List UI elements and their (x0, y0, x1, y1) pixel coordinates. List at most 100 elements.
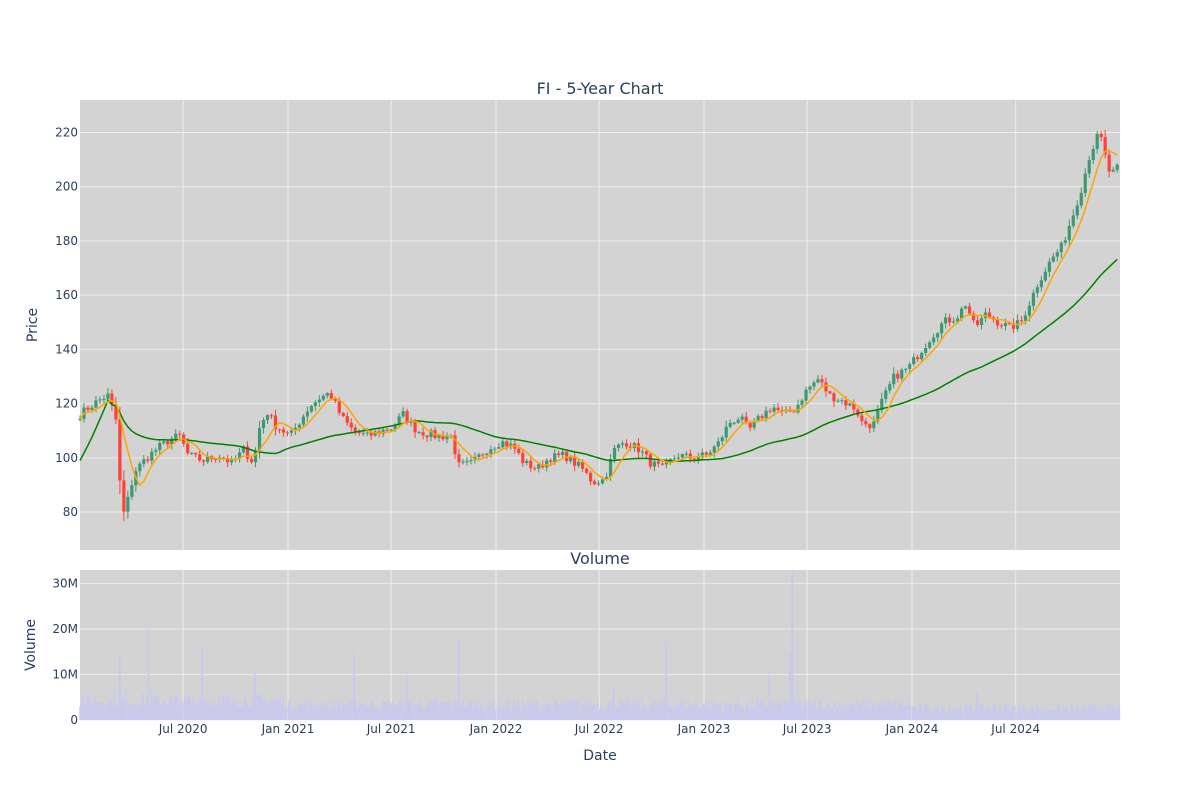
volume-bar (981, 703, 984, 720)
volume-bar (393, 708, 396, 720)
volume-bar (498, 707, 500, 720)
candle-up (676, 457, 680, 459)
volume-bar (836, 708, 839, 720)
volume-bar (289, 698, 291, 720)
candle-up (469, 460, 473, 462)
volume-bar (877, 703, 880, 720)
volume-bar (130, 705, 132, 720)
candle-down (413, 421, 417, 433)
candle-up (728, 422, 732, 427)
candle-up (1059, 242, 1063, 253)
volume-bar (843, 703, 845, 720)
candle-down (269, 415, 274, 417)
volume-bar-spike (768, 674, 771, 720)
candle-up (684, 453, 688, 455)
candle-down (780, 410, 784, 412)
volume-bar (330, 699, 333, 720)
volume-bar (811, 707, 813, 720)
volume-bar (964, 703, 967, 720)
volume-bar (108, 698, 110, 720)
candle-up (752, 421, 756, 428)
volume-bar (224, 697, 227, 720)
volume-bar (216, 707, 218, 720)
volume-bar (983, 710, 986, 720)
date-tick-label: Jul 2024 (990, 722, 1040, 736)
volume-bar (325, 703, 327, 720)
volume-bar (966, 705, 968, 720)
volume-bar-spike (664, 642, 667, 720)
volume-bar (159, 705, 162, 720)
candle-up (497, 447, 501, 449)
candle-up (596, 483, 601, 485)
volume-bar (144, 705, 146, 720)
volume-bar (212, 699, 215, 720)
volume-bar (875, 707, 878, 720)
volume-bar (667, 704, 669, 720)
volume-bar (91, 705, 93, 720)
volume-bar (698, 706, 700, 720)
volume-bar (392, 699, 394, 720)
candle-up (1091, 148, 1095, 161)
volume-bar (79, 706, 81, 720)
candle-up (936, 333, 940, 338)
candle-up (1027, 305, 1031, 316)
candle-up (1047, 261, 1051, 272)
candle-up (616, 444, 621, 448)
volume-bar (597, 702, 599, 720)
candle-up (98, 399, 102, 401)
volume-bar (265, 706, 268, 720)
volume-bar (166, 705, 168, 720)
candle-down (581, 461, 585, 469)
volume-bar (679, 700, 681, 720)
volume-bar (1002, 710, 1004, 720)
candle-down (457, 454, 461, 463)
volume-bar (527, 699, 529, 720)
volume-axis-title: Volume (23, 619, 39, 671)
volume-bar (857, 699, 859, 720)
volume-bar (681, 703, 683, 720)
volume-bar (181, 702, 184, 720)
candle-up (261, 420, 266, 429)
candle-down (648, 454, 653, 467)
candle-up (912, 357, 916, 365)
volume-bar (380, 709, 382, 720)
volume-bar (787, 702, 789, 720)
candle-down (1103, 137, 1107, 155)
volume-bar (298, 704, 300, 720)
volume-bar (98, 701, 100, 720)
volume-bar (428, 698, 430, 720)
candle-up (465, 460, 469, 462)
price-tick-label: 200 (55, 180, 78, 194)
volume-bar (202, 699, 204, 720)
volume-bar (236, 707, 238, 720)
volume-bar (475, 700, 478, 720)
volume-bar (441, 701, 444, 720)
volume-bar (101, 701, 103, 720)
volume-bar (899, 699, 902, 720)
volume-bar (284, 707, 286, 720)
volume-bar (763, 699, 765, 720)
candle-down (178, 433, 182, 435)
volume-bar (898, 704, 900, 720)
volume-bar (535, 699, 538, 720)
volume-bar (313, 705, 315, 720)
volume-bar (867, 708, 869, 720)
volume-bar (903, 706, 905, 720)
volume-bar (440, 701, 442, 720)
volume-bar (463, 707, 466, 720)
volume-bar (1012, 706, 1015, 720)
volume-bar (778, 703, 780, 720)
candle-down (820, 379, 824, 383)
candle-up (952, 321, 956, 323)
volume-bar (1016, 712, 1018, 720)
volume-bar (255, 694, 257, 720)
candle-down (832, 393, 836, 402)
volume-bar (234, 701, 237, 720)
volume-bar (458, 705, 461, 720)
volume-bar (359, 704, 362, 720)
volume-bar (385, 702, 387, 720)
volume-bar (503, 707, 505, 720)
volume-bar (506, 706, 509, 720)
volume-bar (718, 704, 721, 720)
candle-up (126, 496, 130, 512)
